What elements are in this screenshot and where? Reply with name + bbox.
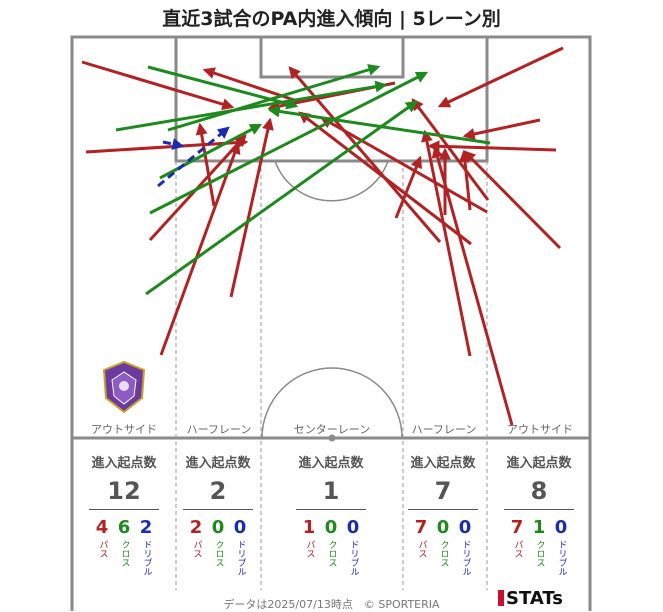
- cross-count: 0: [436, 517, 450, 538]
- cross-count: 0: [324, 517, 338, 538]
- dribble-label: ドリブル: [348, 540, 359, 576]
- cross-label: クロス: [213, 540, 224, 567]
- lane-stats-halfspace-left: 進入起点数 2 2 パス 0 クロス 0 ドリブル: [173, 452, 263, 576]
- lane-stats-center: 進入起点数 1 1 パス 0 クロス 0 ドリブル: [286, 452, 376, 576]
- dribble-arrows: [157, 126, 230, 188]
- dribble-arrow: [157, 126, 230, 188]
- stat-total: 12: [107, 477, 141, 505]
- lane-name-halfspace-left: ハーフレーン: [186, 423, 252, 436]
- cross-arrow: [115, 80, 388, 132]
- pass-arrow: [427, 140, 557, 153]
- dribble-count: 0: [554, 517, 568, 538]
- cross-count: 0: [211, 517, 225, 538]
- brand-name: STATs: [506, 588, 563, 609]
- pass-arrow: [229, 117, 274, 298]
- club-crest-icon: [102, 360, 146, 414]
- cross-arrow: [149, 71, 429, 215]
- stat-total: 8: [530, 477, 548, 505]
- stat-total: 7: [434, 477, 452, 505]
- pass-count: 1: [302, 517, 316, 538]
- stat-heading: 進入起点数: [91, 456, 157, 471]
- center-circle: [261, 367, 403, 439]
- stat-total: 1: [322, 477, 340, 505]
- pass-arrow: [459, 149, 472, 211]
- pass-label: パス: [304, 540, 315, 558]
- pass-arrows: [81, 46, 564, 426]
- pass-label: パス: [512, 540, 523, 558]
- stat-heading: 進入起点数: [506, 456, 572, 471]
- stat-heading: 進入起点数: [410, 456, 476, 471]
- pass-count: 7: [510, 517, 524, 538]
- pass-count: 4: [95, 517, 109, 538]
- dribble-count: 0: [233, 517, 247, 538]
- pass-arrow: [159, 141, 241, 356]
- pass-count: 7: [414, 517, 428, 538]
- pass-arrow: [437, 46, 564, 108]
- pass-label: パス: [97, 540, 108, 558]
- stat-heading: 進入起点数: [298, 456, 364, 471]
- cross-label: クロス: [119, 540, 130, 567]
- lane-name-outside-right: アウトサイド: [507, 423, 573, 436]
- cross-count: 6: [117, 517, 131, 538]
- cross-arrow: [147, 65, 299, 110]
- dribble-label: ドリブル: [556, 540, 567, 576]
- pass-arrow: [195, 122, 216, 207]
- stat-total: 2: [209, 477, 227, 505]
- goal-area: [259, 35, 405, 79]
- brand-logo: STATs: [498, 588, 563, 609]
- pass-arrow: [85, 136, 249, 154]
- cross-label: クロス: [326, 540, 337, 567]
- pass-arrow: [431, 145, 514, 426]
- cross-arrows: [115, 64, 491, 296]
- cross-arrow: [267, 105, 491, 145]
- lane-stats-outside-left: 進入起点数 12 4 パス 6 クロス 2 ドリブル: [79, 452, 169, 576]
- pass-arrow: [462, 118, 541, 140]
- cross-arrow: [159, 123, 263, 180]
- pass-arrow: [411, 98, 490, 201]
- pass-count: 2: [189, 517, 203, 538]
- dribble-count: 0: [458, 517, 472, 538]
- pass-arrow: [394, 155, 423, 219]
- cross-arrow: [167, 64, 381, 132]
- center-spot: [328, 434, 336, 442]
- pass-label: パス: [191, 540, 202, 558]
- dribble-label: ドリブル: [141, 540, 152, 576]
- pass-arrow: [288, 66, 442, 243]
- lane-stats-outside-right: 進入起点数 8 7 パス 1 クロス 0 ドリブル: [494, 452, 584, 576]
- lane-stats-halfspace-right: 進入起点数 7 7 パス 0 クロス 0 ドリブル: [398, 452, 488, 576]
- lane-name-center: センターレーン: [293, 423, 371, 436]
- lane-name-outside-left: アウトサイド: [91, 423, 157, 436]
- dribble-label: ドリブル: [460, 540, 471, 576]
- dribble-arrow: [162, 138, 185, 150]
- page-title: 直近3試合のPA内進入傾向 | 5レーン別: [162, 8, 501, 30]
- pass-arrow: [463, 150, 562, 250]
- cross-label: クロス: [438, 540, 449, 567]
- footer-credit: データは2025/07/13時点 © SPORTERIA: [223, 598, 440, 611]
- pass-arrow: [319, 116, 488, 214]
- dribble-count: 2: [139, 517, 153, 538]
- brand-mark-icon: [498, 590, 504, 606]
- penalty-arc: [274, 160, 389, 202]
- stat-heading: 進入起点数: [185, 456, 251, 471]
- cross-label: クロス: [534, 540, 545, 567]
- pass-label: パス: [416, 540, 427, 558]
- cross-count: 1: [532, 517, 546, 538]
- dribble-label: ドリブル: [235, 540, 246, 576]
- cross-arrow: [145, 100, 418, 296]
- pass-arrow: [421, 129, 472, 357]
- dribble-count: 0: [346, 517, 360, 538]
- pass-arrow: [81, 60, 235, 110]
- lane-name-halfspace-right: ハーフレーン: [411, 423, 477, 436]
